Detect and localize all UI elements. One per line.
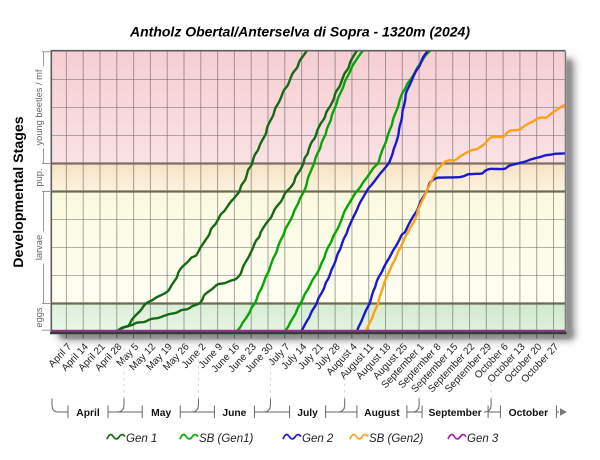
- svg-text:April: April: [76, 408, 100, 419]
- svg-text:August: August: [364, 408, 400, 419]
- svg-text:larvae: larvae: [34, 235, 44, 260]
- svg-text:September: September: [428, 408, 481, 419]
- svg-text:Developmental Stages: Developmental Stages: [11, 116, 27, 267]
- svg-text:Gen 3: Gen 3: [467, 433, 499, 445]
- svg-text:eggs: eggs: [34, 307, 44, 328]
- svg-text:Antholz Obertal/Anterselva di: Antholz Obertal/Anterselva di Sopra - 13…: [129, 24, 470, 40]
- svg-text:July: July: [297, 408, 318, 419]
- svg-text:SB (Gen2): SB (Gen2): [369, 433, 423, 445]
- svg-text:Gen 1: Gen 1: [126, 433, 157, 445]
- svg-text:SB (Gen1): SB (Gen1): [199, 433, 253, 445]
- svg-text:young beetles / mf: young beetles / mf: [34, 69, 44, 145]
- svg-text:Gen 2: Gen 2: [302, 433, 334, 445]
- svg-text:June: June: [222, 408, 246, 419]
- svg-text:October: October: [509, 408, 548, 419]
- svg-text:pup.: pup.: [34, 168, 44, 186]
- svg-text:May: May: [151, 408, 171, 419]
